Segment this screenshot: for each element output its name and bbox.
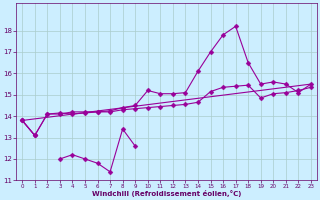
- X-axis label: Windchill (Refroidissement éolien,°C): Windchill (Refroidissement éolien,°C): [92, 190, 241, 197]
